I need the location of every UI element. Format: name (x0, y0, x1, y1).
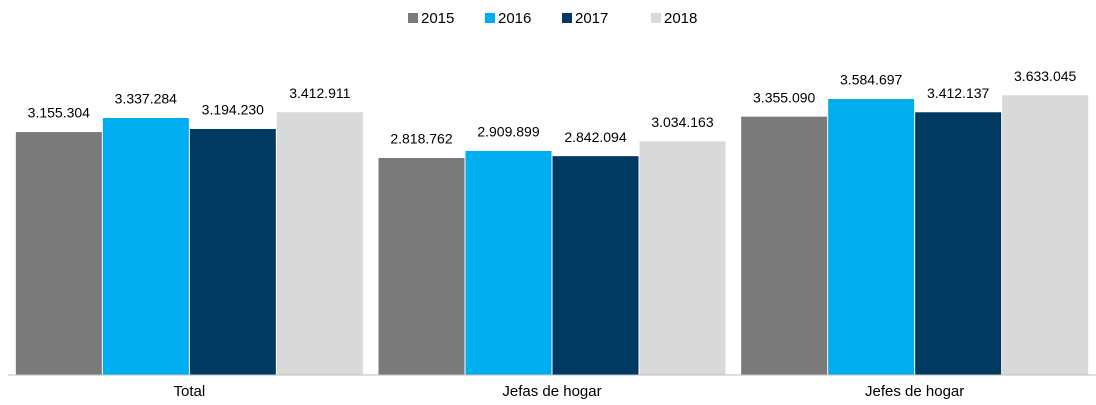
bar (378, 157, 465, 375)
legend-marker (651, 13, 661, 23)
x-tick-label: Total (173, 383, 205, 400)
value-label: 2.818.762 (390, 131, 452, 147)
value-label: 2.909.899 (477, 124, 539, 140)
value-label: 3.412.911 (289, 85, 350, 101)
bar (828, 98, 915, 375)
value-label: 3.584.697 (840, 72, 902, 88)
value-label: 2.842.094 (564, 129, 626, 145)
bar (1002, 95, 1089, 376)
legend-label: 2015 (421, 10, 454, 27)
bar (15, 132, 102, 375)
legend-label: 2016 (498, 10, 531, 27)
value-label: 3.412.137 (927, 85, 989, 101)
x-tick-label: Jefas de hogar (502, 383, 601, 400)
legend-label: 2018 (664, 10, 697, 27)
value-label: 3.034.163 (651, 114, 713, 130)
bar (276, 112, 363, 375)
bar (102, 118, 189, 376)
value-label: 3.355.090 (753, 89, 815, 105)
value-label: 3.633.045 (1014, 68, 1076, 84)
legend-label: 2017 (575, 10, 608, 27)
value-label: 3.194.230 (202, 102, 264, 118)
value-label: 3.155.304 (28, 105, 90, 121)
bar (552, 156, 639, 375)
bar (915, 112, 1002, 376)
value-label: 3.337.284 (115, 91, 177, 107)
bar (189, 129, 276, 375)
x-tick-label: Jefes de hogar (865, 383, 964, 400)
bar (741, 116, 828, 375)
bar (639, 141, 726, 375)
bar (465, 150, 552, 375)
legend-marker (562, 13, 572, 23)
legend-marker (485, 13, 495, 23)
legend-marker (408, 13, 418, 23)
